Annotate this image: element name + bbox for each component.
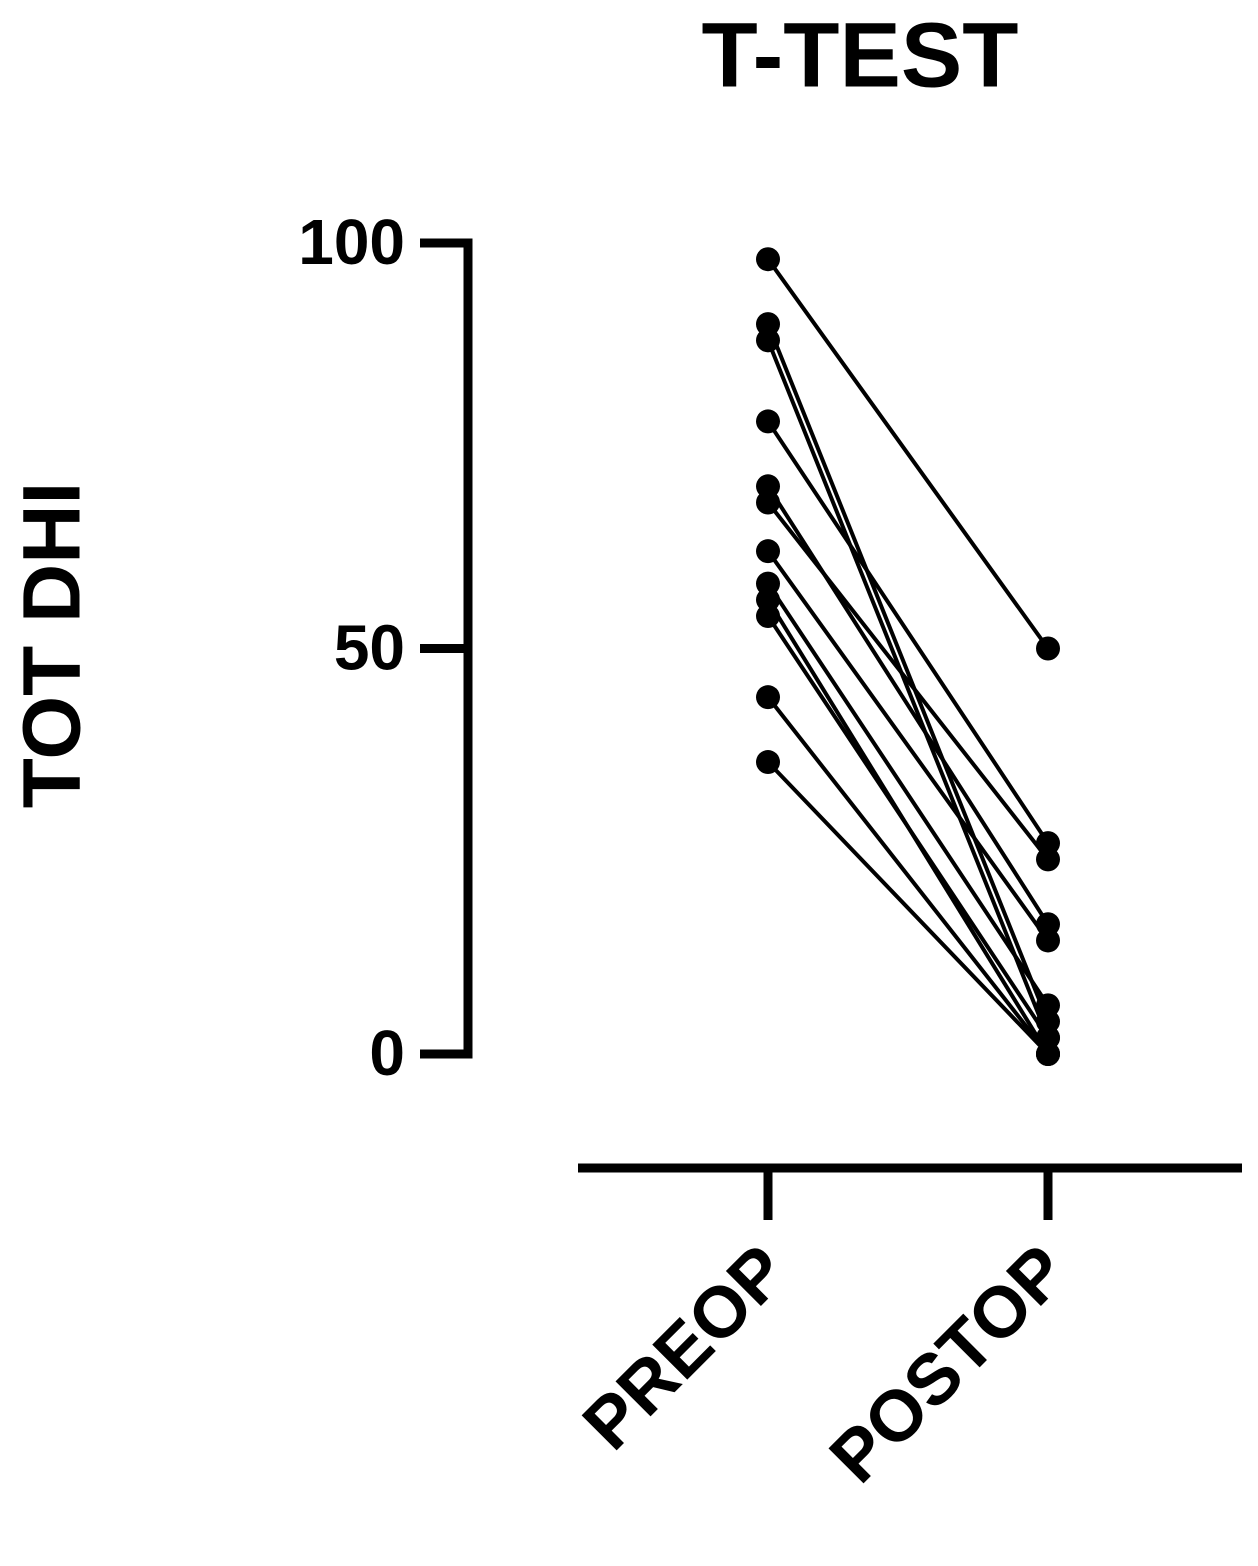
x-tick-label: POSTOP (815, 1230, 1083, 1498)
subject-line (766, 420, 1050, 845)
point (756, 685, 780, 710)
subject-line (766, 501, 1050, 861)
subject-line (766, 339, 1050, 1039)
point (756, 750, 780, 775)
y-tick-label: 50 (334, 611, 405, 683)
point (756, 539, 780, 564)
y-axis-label: TOT DHI (7, 482, 98, 808)
subject-line (766, 614, 1050, 1039)
subject-line (766, 323, 1050, 1023)
subject-line (766, 258, 1050, 650)
subject-line (766, 485, 1050, 926)
point (756, 409, 780, 434)
point (1036, 847, 1060, 872)
point (1036, 1042, 1060, 1066)
point (756, 247, 780, 272)
y-tick-label: 0 (369, 1017, 405, 1089)
point (756, 490, 780, 515)
point (756, 604, 780, 629)
subject-line (766, 550, 1050, 942)
subject-line (766, 695, 1050, 1056)
point (756, 328, 780, 353)
point (1036, 636, 1060, 661)
x-tick-label: PREOP (568, 1230, 803, 1465)
subject-line (766, 582, 1050, 1007)
point (1036, 928, 1060, 953)
y-tick-label: 100 (298, 206, 405, 278)
chart-title: T-TEST (702, 4, 1019, 106)
point (1036, 993, 1060, 1018)
subject-line (766, 760, 1050, 1056)
